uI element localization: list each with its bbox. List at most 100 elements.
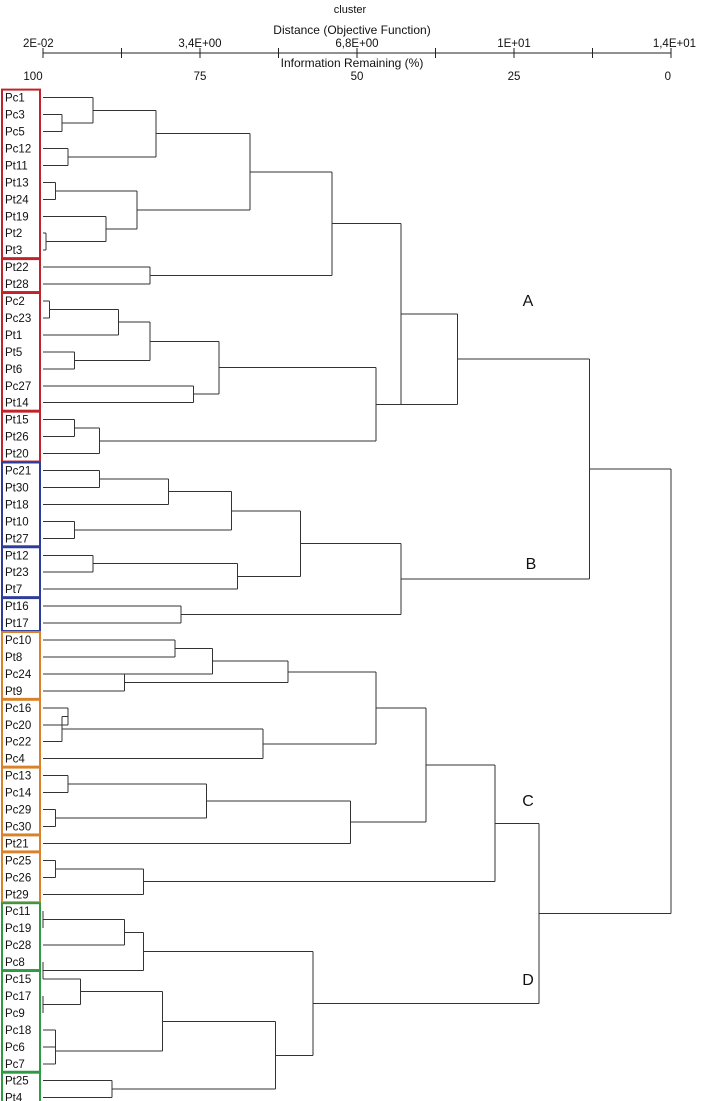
dendrogram-link [143,950,314,1056]
cluster-labels: A B C D [522,293,536,989]
leaf-label: Pc5 [5,127,25,139]
top-tick-label: 6,8E+00 [335,38,378,50]
leaf-label: Pc26 [5,872,31,884]
leaf-label: Pt16 [5,601,29,613]
leaf-label: Pt27 [5,533,29,545]
leaf-label: Pc7 [5,1059,25,1071]
leaf-label: Pc15 [5,974,31,986]
leaf-label: Pt26 [5,432,29,444]
dendrogram-link [350,707,427,823]
dendrogram-link [43,97,94,124]
leaf-label: Pc19 [5,923,31,935]
leaf-label: Pt12 [5,550,29,562]
dendrogram-link [43,308,119,336]
leaf-label: Pt25 [5,1076,29,1088]
top-tick-label: 2E-02 [23,38,54,50]
dendrogram-link [43,554,94,573]
bottom-tick-label: 0 [665,71,671,83]
leaf-label: Pt22 [5,262,29,274]
bottom-tick-label: 25 [508,71,521,83]
dendrogram-link [539,468,672,914]
leaf-label: Pt5 [5,347,22,359]
bottom-tick-label: 75 [194,71,207,83]
leaf-label: Pc9 [5,1008,25,1020]
dendrogram-link [74,491,232,531]
leaf-labels: Pc1 Pc3 Pc5 Pc12 Pt11 Pt13 Pt24 Pt19 Pt2 Pt3 Pt22 P… [5,93,32,1101]
dendrogram-link [43,419,75,438]
dendrogram-link [43,809,57,827]
cluster-label: B [526,556,537,573]
leaf-label: Pc6 [5,1042,25,1054]
leaf-label: Pc30 [5,821,31,833]
leaf-label: Pt17 [5,618,29,630]
dendrogram-link [55,190,138,230]
dendrogram-link [43,931,144,972]
leaf-label: Pt23 [5,567,29,579]
dendrogram-link [313,822,540,1004]
axis-ticks: 2E-02 100 3,4E+00 75 6,8E+00 50 1E+01 25 1,4E+01… [23,38,696,83]
dendrogram-edges [42,97,672,1099]
leaf-label: Pt18 [5,499,29,511]
dendrogram-link [43,859,57,878]
dendrogram-link [68,109,157,158]
top-axis-label: Distance (Objective Function) [273,23,430,37]
dendrogram-link [55,991,163,1052]
leaf-label: Pt3 [5,245,22,257]
dendrogram-link [331,223,402,405]
leaf-label: Pt14 [5,398,29,410]
dendrogram-link [149,340,220,395]
dendrogram-link [43,728,264,760]
leaf-label: Pt2 [5,228,22,240]
group-box [1,1071,41,1101]
leaf-label: Pt4 [5,1093,23,1101]
dendrogram-link [43,800,352,844]
leaf-label: Pt7 [5,584,22,596]
leaf-label: Pc8 [5,957,25,969]
dendrogram-link [43,1080,113,1099]
leaf-label: Pt8 [5,652,22,664]
leaf-label: Pt15 [5,415,29,427]
dendrogram-link [43,427,101,455]
dendrogram-link [43,919,126,946]
leaf-label: Pt9 [5,686,22,698]
dendrogram-link [43,639,176,658]
dendrogram-link [43,266,151,285]
cluster-label: C [522,793,534,810]
dendrogram-link [43,181,57,200]
dendrogram-link [143,764,496,883]
leaf-label: Pc23 [5,313,31,325]
dendrogram-link [181,543,402,616]
cluster-label: A [523,293,534,310]
group-boxes [1,88,41,1101]
dendrogram-link [43,147,69,166]
dendrogram-link [43,775,69,794]
leaf-label: Pt30 [5,482,29,494]
leaf-label: Pt24 [5,194,29,206]
dendrogram-link [43,300,50,319]
bottom-tick-label: 50 [351,71,364,83]
dendrogram-link [43,478,170,505]
leaf-label: Pc1 [5,93,25,105]
dendrogram-link [43,605,182,624]
dendrogram-link [124,660,289,683]
top-tick-label: 3,4E+00 [178,38,221,50]
leaf-label: Pc22 [5,737,31,749]
leaf-label: Pt20 [5,449,29,461]
leaf-label: Pc21 [5,466,31,478]
leaf-label: Pc14 [5,788,32,800]
leaf-label: Pc24 [5,669,32,681]
dendrogram-link [43,673,126,692]
leaf-label: Pt21 [5,838,29,850]
leaf-label: Pc28 [5,940,31,952]
leaf-label: Pt11 [5,160,28,172]
chart-title: cluster [334,4,367,16]
dendrogram-link [231,510,301,577]
top-tick-label: 1E+01 [497,38,531,50]
cluster-label: D [522,972,534,989]
leaf-label: Pc13 [5,771,31,783]
dendrogram-link [74,321,151,361]
dendrogram-link [400,358,590,580]
leaf-label: Pc12 [5,143,31,155]
dendrogram-link [43,563,239,590]
